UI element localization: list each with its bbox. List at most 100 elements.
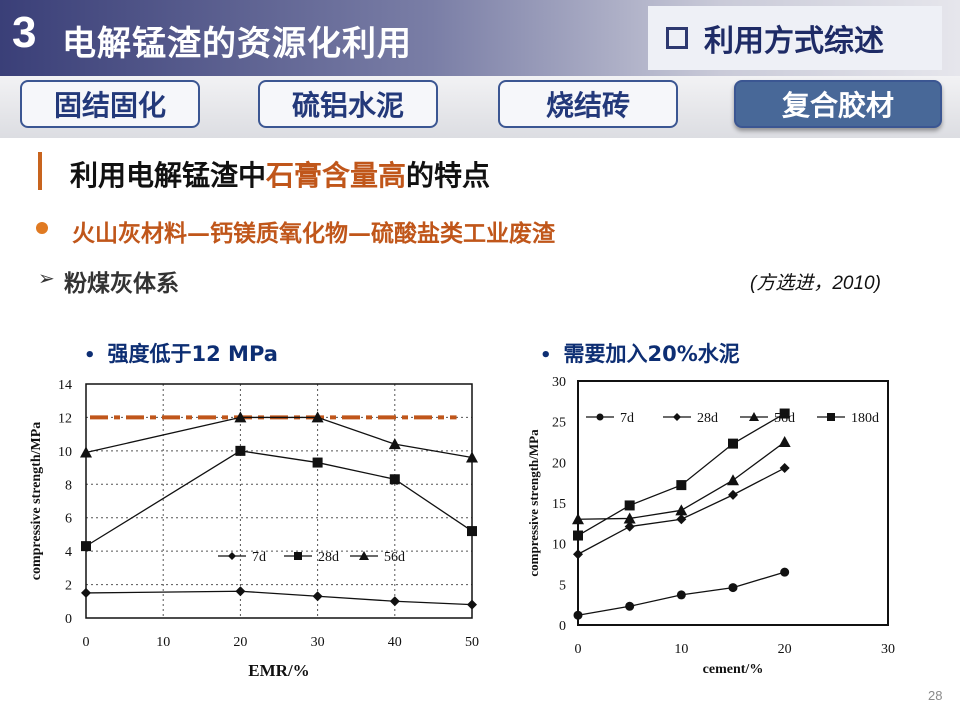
y-tick-label: 20 [552,456,566,471]
x-tick-label: 20 [778,642,792,657]
citation: (方选进，2010) [750,273,881,294]
data-point-7d [780,567,790,577]
square-bullet-icon [666,27,688,49]
x-tick-label: 20 [233,635,247,650]
x-axis-label: EMR/% [248,661,309,680]
x-tick-label: 10 [674,642,688,657]
bullet-dot-icon [36,222,48,234]
x-tick-label: 0 [83,635,90,650]
note-right: • 需要加入20%水泥 [540,338,740,368]
section-number: 3 [12,8,37,57]
data-point-56d [466,451,478,463]
note-bullet-icon: • [540,345,552,366]
data-point-7d [312,591,323,602]
y-tick-label: 14 [58,378,72,393]
y-tick-label: 0 [65,612,72,627]
data-point-7d [235,586,246,597]
legend-label-28d: 28d [697,411,718,426]
legend-label-7d: 7d [252,550,266,565]
y-tick-label: 10 [58,445,72,460]
data-point-28d [573,549,583,560]
subtitle-text: 利用方式综述 [704,24,884,59]
data-point-56d [234,411,247,423]
data-point-56d [623,512,636,524]
y-tick-label: 6 [65,512,72,527]
legend-marker-7d [228,552,236,560]
series-line-28d [85,450,473,547]
legend-marker-28d [673,413,681,421]
x-tick-label: 50 [465,635,479,650]
data-point-28d [235,445,246,456]
y-axis-label: compressive strength/MPa [29,422,44,581]
note-right-text: 需要加入20%水泥 [563,342,740,366]
data-point-28d [728,489,738,500]
data-point-28d [389,474,400,485]
y-tick-label: 5 [559,578,566,593]
data-point-7d [389,596,400,607]
data-point-28d [312,457,323,468]
data-point-56d [727,474,739,486]
plot-frame [85,383,473,619]
data-point-56d [311,411,324,423]
data-point-7d [625,601,635,611]
data-point-56d [80,446,92,458]
y-tick-label: 2 [65,579,72,594]
data-point-56d [388,438,401,450]
data-point-56d [675,504,688,516]
y-tick-label: 12 [58,411,72,426]
bullet-text: 火山灰材料—钙镁质氧化物—硫酸盐类工业废渣 [72,220,555,247]
legend-label-7d: 7d [620,411,634,426]
legend-marker-56d [749,412,759,421]
data-point-180d [624,500,635,511]
section-heading: 利用电解锰渣中石膏含量高的特点 [70,154,490,194]
legend-label-180d: 180d [851,411,879,426]
legend-label-28d: 28d [318,550,339,565]
x-tick-label: 30 [881,642,895,657]
section-title: 电解锰渣的资源化利用 [62,24,412,64]
subsection-label: 粉煤灰体系 [64,271,179,297]
x-tick-label: 40 [388,635,402,650]
data-point-7d [728,583,738,593]
data-point-180d [573,530,583,541]
data-point-56d [778,436,791,447]
data-point-7d [467,599,477,610]
subtitle-box: 利用方式综述 [648,6,942,70]
y-tick-label: 30 [552,375,566,390]
x-tick-label: 30 [311,635,325,650]
legend-marker-180d [827,413,835,421]
tab-composite-binder[interactable]: 复合胶材 [734,80,942,128]
tab-solidification[interactable]: 固结固化 [20,80,200,128]
y-tick-label: 0 [559,619,566,634]
chart-cement-strength: 0 5 10 15 20 25 30 0 10 20 30 cement/% compressive s… [526,375,895,677]
plot-frame [577,380,889,626]
x-tick-label: 0 [575,642,582,657]
data-point-28d [624,521,635,532]
chart-emr-strength: 0 2 4 6 8 10 12 14 0 10 20 30 40 50 EMR/% compressive s… [29,378,479,680]
data-point-28d [81,541,91,552]
data-point-180d [676,480,687,491]
page-number: 28 [928,688,943,703]
data-point-7d [573,610,583,620]
note-left: • 强度低于12 MPa [84,338,278,368]
data-point-180d [728,438,738,449]
note-left-text: 强度低于12 MPa [107,342,278,366]
tab-sulfoaluminate-cement[interactable]: 硫铝水泥 [258,80,438,128]
data-point-28d [779,463,790,474]
y-tick-label: 10 [552,538,566,553]
heading-suffix: 的特点 [406,159,491,192]
tab-fired-brick[interactable]: 烧结砖 [498,80,678,128]
data-point-180d [779,408,790,419]
arrow-bullet-icon: ➢ [38,266,55,290]
series-line-56d [85,416,473,459]
x-tick-label: 10 [156,635,170,650]
legend-marker-28d [294,552,302,560]
legend-marker-56d [359,551,369,560]
data-point-56d [572,513,584,525]
y-tick-label: 8 [65,478,72,493]
data-point-7d [81,587,91,598]
data-point-28d [467,526,477,537]
y-tick-label: 4 [65,545,72,560]
data-point-7d [676,590,686,600]
note-bullet-icon: • [84,345,96,366]
heading-accent-bar [38,152,42,190]
